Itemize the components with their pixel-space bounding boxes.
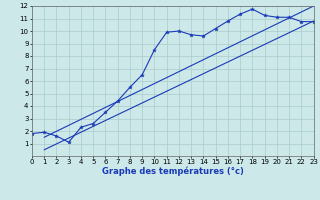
X-axis label: Graphe des températures (°c): Graphe des températures (°c) <box>102 167 244 176</box>
